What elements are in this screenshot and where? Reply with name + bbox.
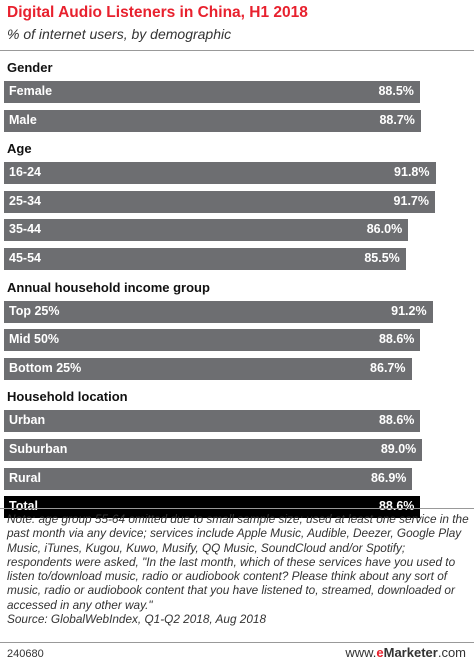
bar: Urban 88.6%	[4, 410, 421, 433]
brand-e: e	[376, 645, 384, 660]
bar-chart: Gender Female 88.5% Male 88.7% Age 16-24 91.8% 2…	[4, 60, 436, 519]
group-heading: Age	[7, 141, 32, 157]
bar-value-label: 86.9%	[370, 470, 407, 485]
bar: Bottom 25% 86.7%	[4, 357, 412, 380]
bar-value-label: 86.0%	[366, 222, 403, 237]
bar-label: 16-24	[9, 165, 41, 180]
bar-value-label: 88.7%	[379, 112, 415, 127]
brand-suffix: .com	[437, 645, 466, 660]
total-bar: Total 88.6%	[4, 496, 421, 519]
bar-label: 25-34	[9, 193, 41, 208]
chart-note: Note: age group 55-64 omitted due to sma…	[7, 512, 469, 626]
chart-subtitle: % of internet users, by demographic	[7, 26, 232, 42]
note-text: Note: age group 55-64 omitted due to sma…	[7, 512, 469, 612]
bar-label: Male	[9, 112, 37, 127]
footer-divider	[0, 642, 474, 643]
chart-id: 240680	[7, 648, 44, 660]
bar-label: Top 25%	[9, 303, 60, 318]
bar-value-label: 91.7%	[393, 193, 429, 208]
bar: Suburban 89.0%	[4, 439, 423, 461]
bar: 16-24 91.8%	[4, 162, 436, 185]
bar-label: Mid 50%	[9, 332, 60, 347]
bar-value-label: 91.2%	[391, 303, 427, 318]
bar-label: Female	[9, 84, 53, 98]
bar-label: Rural	[9, 470, 41, 485]
bar: Top 25% 91.2%	[4, 300, 433, 323]
bar-label: 45-54	[9, 251, 41, 265]
top-divider	[0, 50, 474, 51]
bar-label: Bottom 25%	[9, 360, 82, 375]
brand-name: Marketer	[383, 645, 438, 660]
chart-title: Digital Audio Listeners in China, H1 201…	[7, 4, 308, 21]
bar-value-label: 89.0%	[380, 442, 417, 456]
group-heading: Annual household income group	[7, 279, 210, 295]
brand-logo[interactable]: www.eMarketer.com	[345, 645, 466, 660]
bar-value-label: 85.5%	[364, 251, 400, 265]
bar-value-label: 88.6%	[378, 332, 415, 347]
bar-value-label: 88.6%	[378, 413, 415, 428]
bar: Male 88.7%	[4, 109, 421, 132]
bar-label: 35-44	[9, 222, 41, 237]
bar: Female 88.5%	[4, 81, 420, 103]
brand-prefix: www.	[345, 645, 377, 660]
bar: Mid 50% 88.6%	[4, 329, 421, 352]
bar-label: Total	[9, 499, 38, 514]
bar: Rural 86.9%	[4, 467, 413, 490]
bar: 35-44 86.0%	[4, 219, 409, 242]
bar-value-label: 88.5%	[378, 84, 414, 98]
bar-value-label: 91.8%	[394, 165, 430, 180]
bar-value-label: 88.6%	[378, 499, 415, 514]
group-heading: Household location	[7, 389, 128, 405]
bar: 45-54 85.5%	[4, 248, 406, 270]
source-text: Source: GlobalWebIndex, Q1-Q2 2018, Aug …	[7, 612, 267, 627]
note-divider	[0, 508, 474, 509]
bar-label: Suburban	[9, 442, 68, 456]
bar-value-label: 86.7%	[370, 360, 406, 375]
bar-label: Urban	[9, 413, 46, 428]
bar: 25-34 91.7%	[4, 190, 435, 213]
group-heading: Gender	[7, 60, 53, 75]
